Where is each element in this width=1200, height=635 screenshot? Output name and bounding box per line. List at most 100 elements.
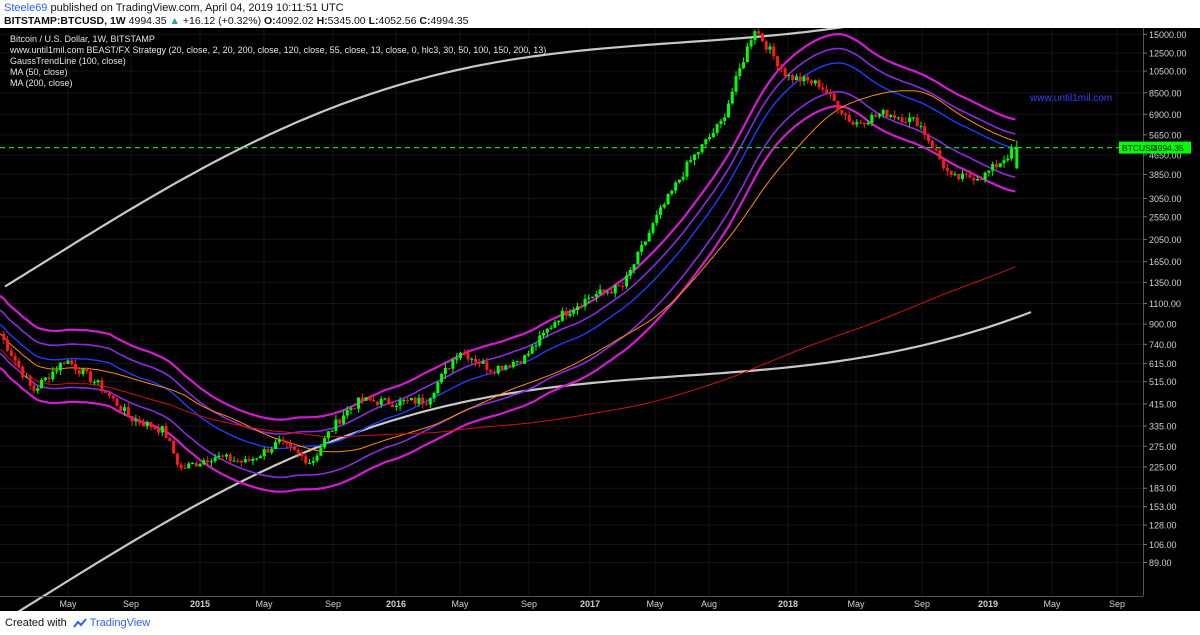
candle-body [345, 409, 349, 416]
chart-svg[interactable]: www.until1mil.com 15000.00 12500.00 10500.… [0, 0, 1200, 621]
time-axis[interactable]: May Sep 2015 May Sep 2016 May Sep 2017 May Aug 2018… [0, 596, 1143, 610]
candle-body [462, 352, 466, 354]
candle-body [126, 407, 130, 417]
candle-body [674, 182, 678, 191]
candle-body [425, 403, 429, 405]
legend-ma50[interactable]: MA (50, close) [10, 67, 68, 77]
candle-body [466, 353, 470, 360]
beast-band-line [0, 90, 1016, 479]
candle-body [915, 117, 919, 127]
candles [2, 28, 1019, 471]
candle-body [24, 376, 28, 378]
candle-body [553, 322, 557, 328]
candle-body [821, 87, 825, 90]
candle-body [813, 80, 817, 84]
candle-body [270, 449, 274, 453]
candle-body [308, 462, 312, 464]
candle-body [409, 397, 413, 401]
candle-body [247, 459, 251, 462]
candle-body [36, 388, 40, 391]
candle-body [55, 370, 59, 372]
candle-body [677, 179, 681, 183]
candle-body [6, 339, 10, 351]
candle-body [870, 115, 874, 123]
candle-body [730, 91, 734, 104]
candle-body [458, 352, 462, 359]
candle-body [198, 463, 202, 467]
x-tick-label: May [847, 599, 865, 609]
candle-body [372, 400, 376, 402]
candle-body [172, 440, 176, 454]
watermark: www.until1mil.com [1029, 93, 1112, 104]
candle-body [202, 460, 206, 464]
candle-body [398, 400, 402, 406]
candle-body [319, 447, 323, 456]
candle-body [338, 419, 342, 424]
last-price: 4994.35 [128, 15, 167, 27]
y-tick-label: 106.00 [1149, 540, 1177, 550]
candle-body [696, 152, 700, 155]
candle-body [379, 399, 383, 405]
legend-beast[interactable]: www.until1mil.com BEAST/FX Strategy (20,… [9, 45, 546, 55]
candle-body [711, 132, 715, 138]
candle-body [745, 46, 749, 63]
candle-body [704, 139, 708, 145]
candle-body [726, 103, 730, 118]
candle-body [243, 459, 247, 463]
candle-body [255, 458, 259, 460]
candle-body [387, 398, 391, 405]
x-tick-label: Sep [1109, 599, 1125, 609]
candle-body [9, 350, 13, 356]
candle-body [224, 454, 228, 457]
candle-body [221, 455, 225, 457]
y-tick-label: 15000.00 [1149, 30, 1187, 40]
candle-body [209, 461, 213, 463]
candle-body [523, 355, 527, 364]
legend-gauss[interactable]: GaussTrendLine (100, close) [10, 56, 126, 66]
candle-body [734, 76, 738, 92]
ma-50-line [0, 90, 1016, 453]
symbol-info: BITSTAMP:BTCUSD, 1W 4994.35 ▲ +16.12 (+0… [4, 15, 468, 27]
candle-body [681, 176, 685, 180]
x-tick-label: May [646, 599, 664, 609]
candle-body [621, 286, 625, 288]
candle-body [51, 371, 55, 380]
price-axis[interactable]: 15000.00 12500.00 10500.00 8500.00 6900.00 56… [1143, 28, 1200, 611]
candle-body [296, 449, 300, 454]
candle-body [859, 122, 863, 124]
candle-body [564, 310, 568, 316]
candle-body [96, 380, 100, 383]
candle-body [349, 408, 353, 410]
candle-body [976, 179, 980, 181]
candle-body [877, 114, 881, 117]
candle-body [330, 430, 334, 432]
candle-body [1010, 148, 1014, 159]
candle-body [421, 397, 425, 404]
candle-body [666, 193, 670, 205]
y-tick-label: 3050.00 [1149, 194, 1182, 204]
candle-body [175, 453, 179, 465]
candle-body [885, 109, 889, 117]
candle-body [134, 419, 138, 422]
candle-body [160, 426, 164, 433]
candle-body [692, 154, 696, 161]
legend-ma200[interactable]: MA (200, close) [10, 78, 73, 88]
candle-body [194, 463, 198, 467]
y-tick-label: 2550.00 [1149, 212, 1182, 222]
candle-body [613, 285, 617, 294]
candle-body [719, 120, 723, 125]
candle-body [968, 174, 972, 178]
tradingview-brand[interactable]: TradingView [89, 617, 151, 629]
candle-body [500, 366, 504, 370]
candle-body [938, 150, 942, 160]
candle-body [866, 122, 870, 125]
candle-body [394, 405, 398, 408]
candle-body [153, 427, 157, 429]
author-link[interactable]: Steele69 [4, 2, 48, 14]
y-tick-label: 2050.00 [1149, 235, 1182, 245]
candle-body [364, 397, 368, 401]
candle-body [893, 115, 897, 118]
candle-body [43, 377, 47, 381]
candle-body [930, 140, 934, 149]
chart-area[interactable]: www.until1mil.com 15000.00 12500.00 10500.… [0, 0, 1200, 621]
